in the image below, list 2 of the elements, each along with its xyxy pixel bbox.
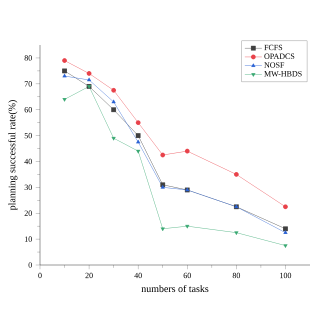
x-axis-title: numbers of tasks <box>141 284 208 292</box>
y-axis-title: planning successful rate(%) <box>8 100 18 210</box>
